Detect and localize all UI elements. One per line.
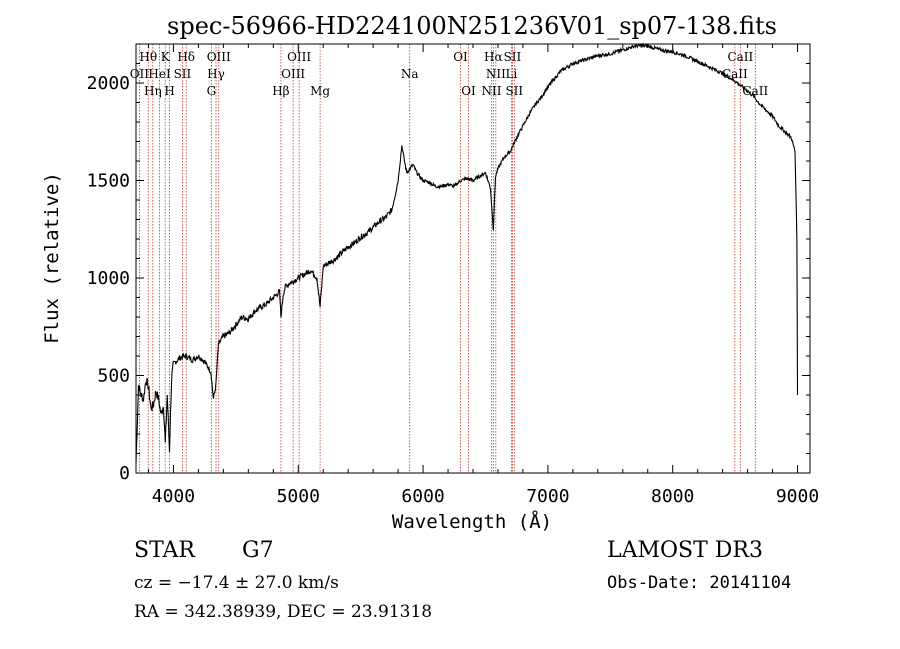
x-tick-label: 4000 [152, 486, 195, 507]
line-label-H: H [164, 84, 174, 98]
x-tick-label: 8000 [651, 486, 694, 507]
line-label-G: G [207, 84, 217, 98]
line-label-OIII: OIII [287, 50, 311, 64]
line-label-Hθ: Hθ [139, 50, 157, 64]
line-label-OI: OI [453, 50, 468, 64]
x-tick-label: 6000 [401, 486, 444, 507]
line-label-Hη: Hη [144, 84, 162, 98]
line-label-CaII: CaII [742, 84, 768, 98]
x-axis-ticks: 4000 5000 6000 7000 8000 9000 [147, 44, 819, 507]
line-label-Hα: Hα [484, 50, 503, 64]
line-label-OI: OI [461, 84, 476, 98]
line-label-NII: NII [481, 84, 501, 98]
y-tick-label: 2000 [87, 73, 130, 94]
plot-frame [135, 43, 811, 474]
line-label-Hγ: Hγ [207, 67, 225, 81]
x-tick-label: 7000 [526, 486, 569, 507]
line-label-Li: Li [506, 67, 518, 81]
line-label-CaII: CaII [722, 67, 748, 81]
x-tick-label: 5000 [277, 486, 320, 507]
x-tick-label: 9000 [776, 486, 819, 507]
y-tick-label: 0 [119, 463, 130, 484]
line-label-Hβ: Hβ [272, 84, 289, 98]
x-axis-label: Wavelength (Å) [392, 510, 552, 533]
line-label-NII: NII [486, 67, 506, 81]
spectral-line-markers [138, 44, 756, 473]
y-tick-label: 1000 [87, 268, 130, 289]
line-label-Na: Na [401, 67, 419, 81]
object-subclass: G7 [242, 538, 274, 563]
spectral-line-labels: HθOIIHηHeIKHSIIHδHγGOIIIHβOIIIOIIIMgNaOI… [130, 50, 769, 98]
spectrum-series [135, 42, 799, 464]
y-axis-ticks: 0 500 1000 1500 2000 [87, 43, 810, 484]
line-label-HeI: HeI [148, 67, 171, 81]
line-label-K: K [161, 50, 171, 64]
redshift-readout: cz = −17.4 ± 27.0 km/s [134, 573, 339, 593]
coordinates: RA = 342.38939, DEC = 23.91318 [134, 602, 433, 622]
line-label-SII: SII [505, 84, 523, 98]
chart-title: spec-56966-HD224100N251236V01_sp07-138.f… [167, 12, 777, 40]
y-axis-label: Flux (relative) [41, 172, 63, 344]
line-label-Mg: Mg [310, 84, 330, 98]
object-class: STAR [134, 538, 195, 563]
line-label-Hδ: Hδ [177, 50, 195, 64]
line-label-OIII: OIII [207, 50, 231, 64]
line-label-OII: OII [130, 67, 150, 81]
survey-name: LAMOST DR3 [607, 538, 763, 563]
line-label-CaII: CaII [727, 50, 753, 64]
line-label-SII: SII [174, 67, 192, 81]
y-tick-label: 1500 [87, 171, 130, 192]
line-label-OIII: OIII [281, 67, 305, 81]
y-tick-label: 500 [97, 366, 130, 387]
line-label-SII: SII [504, 50, 522, 64]
obs-date: Obs-Date: 20141104 [607, 573, 792, 593]
